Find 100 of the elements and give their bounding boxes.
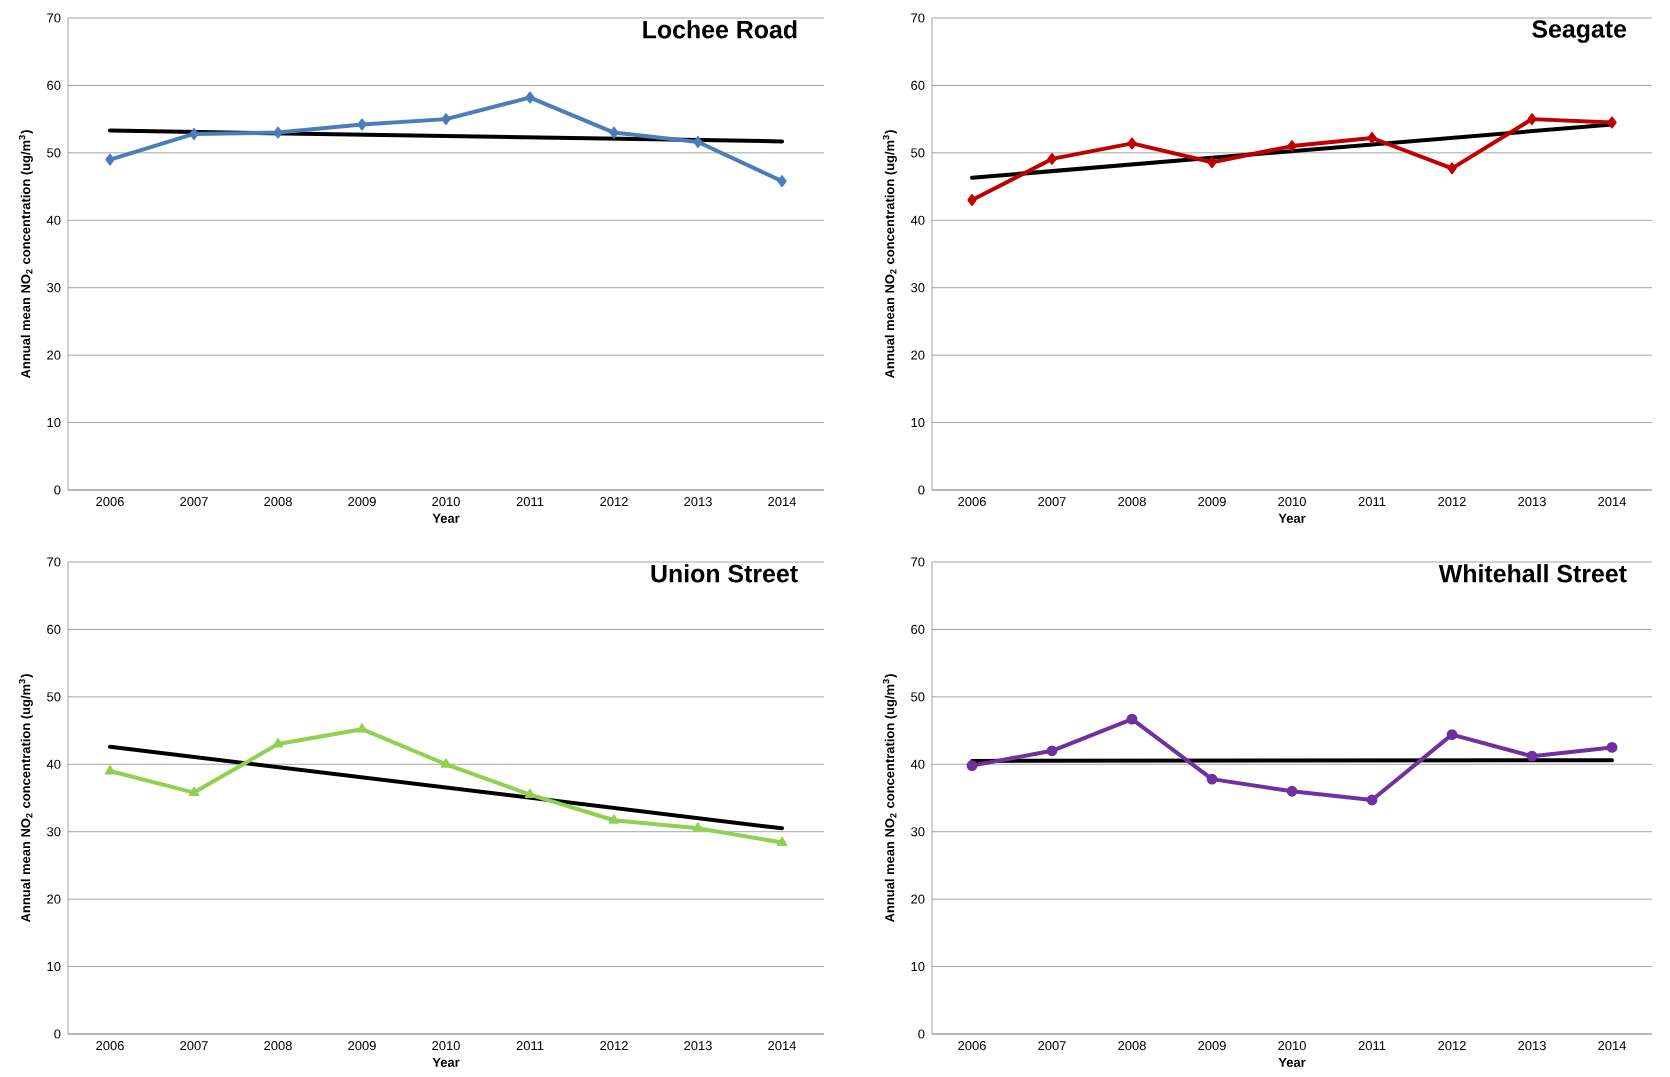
y-tick-label: 20 [47,350,61,360]
point [1526,750,1538,762]
chart-title: Seagate [1532,20,1627,43]
y-tick-label: 10 [911,417,925,428]
y-tick-label: 0 [54,485,61,495]
y-tick-label: 40 [910,759,925,769]
point [441,113,451,126]
x-tick-label: 2007 [1038,497,1066,507]
y-tick-label: 10 [47,961,61,972]
point [693,136,703,149]
y-tick-label: 60 [47,80,61,90]
x-tick-label: 2011 [1358,1041,1386,1051]
x-tick-label: 2010 [432,497,460,507]
point [1366,794,1378,806]
y-tick-label: 0 [918,485,925,495]
x-tick-label: 2008 [264,1041,292,1051]
y-tick-label: 20 [911,350,925,360]
x-axis-title: Year [1278,1057,1306,1067]
point [1127,137,1137,150]
y-tick-label: 60 [911,80,925,90]
point [1126,713,1138,725]
point [189,127,199,140]
x-tick-label: 2011 [1358,497,1386,507]
y-tick-label: 30 [47,827,61,837]
x-tick-label: 2012 [600,497,628,507]
x-tick-label: 2010 [432,1041,460,1051]
x-tick-label: 2008 [1118,497,1146,507]
point [1046,745,1058,757]
x-tick-label: 2014 [768,1041,797,1051]
x-tick-label: 2013 [1518,497,1546,507]
point [776,836,788,846]
x-tick-label: 2008 [1118,1041,1146,1051]
y-tick-label: 50 [911,692,925,702]
x-tick-label: 2006 [958,497,986,507]
x-tick-label: 2013 [684,497,712,507]
y-tick-label: 50 [47,692,61,702]
x-tick-label: 2006 [96,1041,124,1051]
y-tick-label: 30 [47,283,61,293]
y-tick-label: 30 [911,827,925,837]
x-tick-label: 2006 [96,497,124,507]
y-tick-label: 0 [918,1029,925,1039]
x-tick-label: 2008 [264,497,292,507]
x-tick-label: 2009 [1198,1041,1226,1051]
x-tick-label: 2010 [1278,1041,1306,1051]
point [608,814,620,824]
y-tick-label: 20 [911,894,925,904]
y-axis-title: Annual mean NO$_{2}$ concentration (ug/m$^{3}$) [882,130,897,379]
point [1527,113,1537,126]
point [692,822,704,832]
x-tick-label: 2014 [1598,497,1627,507]
y-tick-label: 60 [47,624,61,635]
point [105,153,115,166]
chart-title: Lochee Road [643,20,797,39]
x-tick-label: 2013 [684,1041,712,1051]
point [1047,152,1057,165]
y-tick-label: 10 [47,417,61,428]
x-tick-label: 2012 [1438,497,1466,507]
point [1446,729,1458,741]
x-tick-label: 2014 [768,497,797,507]
y-axis-title: Annual mean NO$_{2}$ concentration (ug/m$^{3}$) [18,674,33,923]
y-axis-title: Annual mean NO$_{2}$ concentration (ug/m$^{3}$) [882,674,897,923]
x-tick-label: 2009 [348,497,376,507]
y-tick-label: 70 [911,13,925,23]
x-tick-label: 2010 [1278,497,1306,507]
x-axis-title: Year [432,1057,460,1067]
x-tick-label: 2014 [1598,1041,1627,1051]
x-axis-title: Year [1278,513,1306,523]
x-tick-label: 2007 [1038,1041,1066,1051]
point [273,126,283,139]
y-tick-label: 40 [46,215,61,225]
y-tick-label: 20 [47,894,61,904]
chart-title: Whitehall Street [1438,564,1627,583]
point [967,194,977,207]
y-tick-label: 0 [54,1029,61,1039]
x-tick-label: 2012 [600,1041,628,1051]
point [357,118,367,131]
point [609,126,619,139]
y-tick-label: 50 [47,148,61,158]
x-tick-label: 2013 [1518,1041,1546,1051]
y-tick-label: 50 [911,148,925,158]
point [1287,140,1297,153]
x-tick-label: 2007 [180,497,208,507]
x-tick-label: 2011 [516,497,544,507]
point [188,786,200,796]
y-tick-label: 40 [46,759,61,769]
point [272,738,284,748]
y-tick-label: 70 [47,13,61,23]
point [1607,116,1617,129]
x-tick-label: 2009 [1198,497,1226,507]
point [1447,162,1457,175]
point [777,175,787,188]
point [966,760,978,772]
y-tick-label: 30 [911,283,925,293]
chart-title: Union Street [651,564,798,583]
x-tick-label: 2006 [958,1041,986,1051]
x-tick-label: 2012 [1438,1041,1466,1051]
y-axis-title: Annual mean NO$_{2}$ concentration (ug/m$^{3}$) [18,130,33,379]
point [1207,156,1217,169]
point [1367,132,1377,144]
x-axis-title: Year [432,513,460,523]
